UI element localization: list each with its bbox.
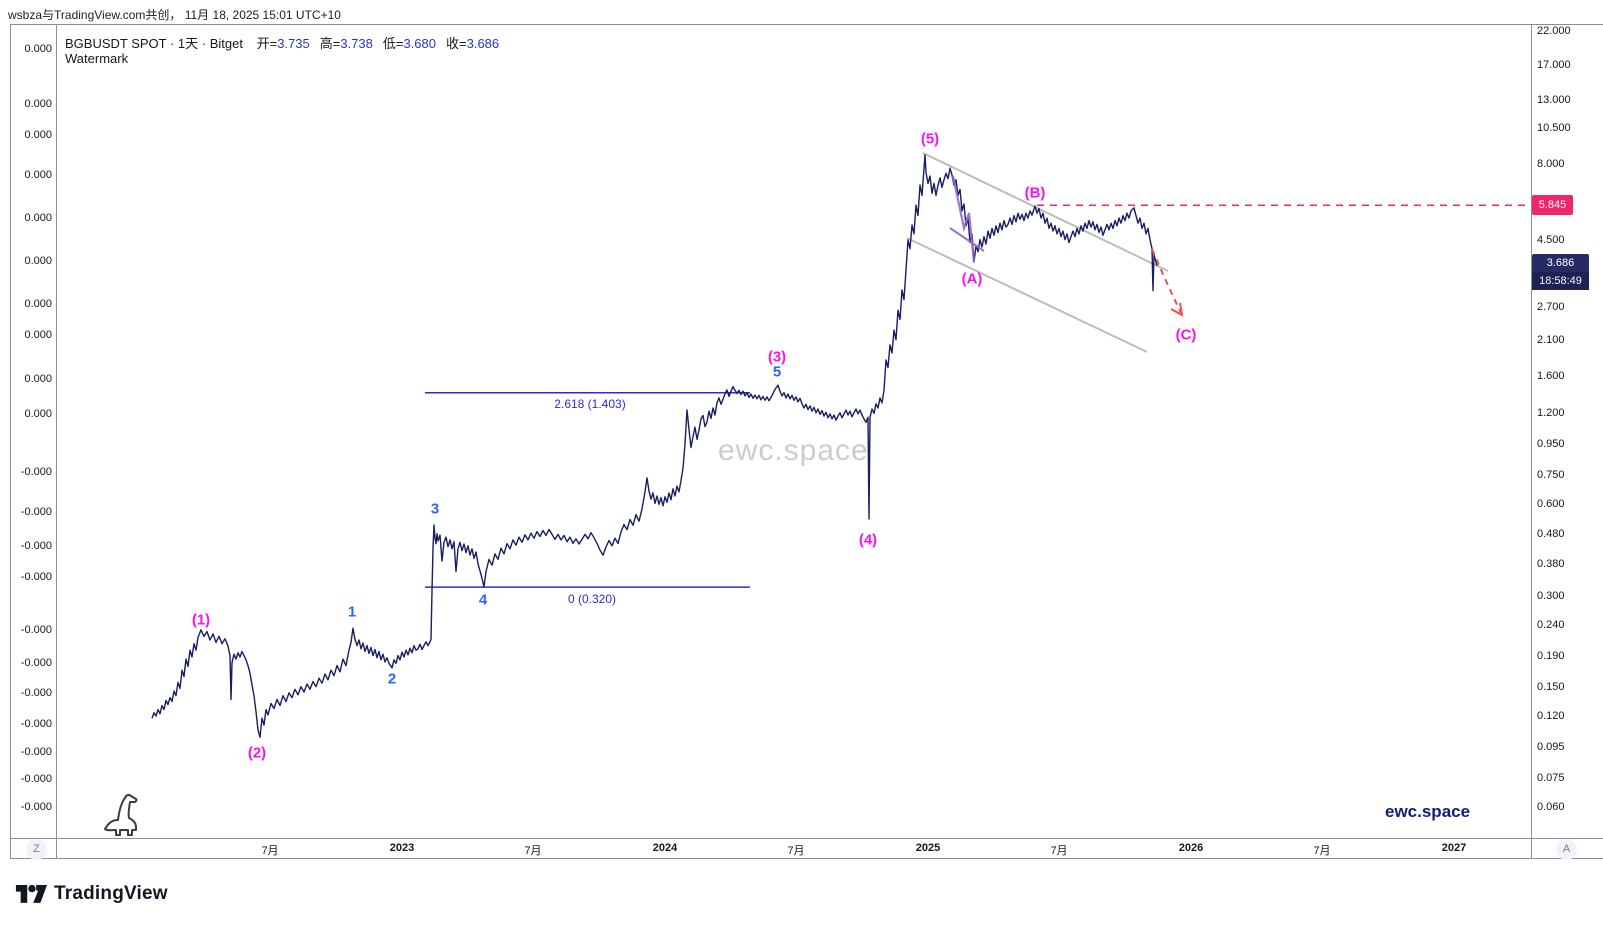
right-scale-divider <box>1531 24 1532 858</box>
indicator-tick: -0.000 <box>20 466 52 478</box>
dino-doodle-icon <box>104 793 138 836</box>
alert-price-badge: 5.845 <box>1532 195 1573 215</box>
brand-name[interactable]: TradingView <box>54 882 168 904</box>
time-tick: 2023 <box>389 842 415 854</box>
price-tick: 10.500 <box>1537 122 1571 135</box>
elliott-wave-minor-label[interactable]: 2 <box>387 670 397 688</box>
ohlc-values: 开=3.735 高=3.738 低=3.680 收=3.686 <box>247 36 500 51</box>
last-price-value: 3.686 <box>1546 257 1575 269</box>
indicator-tick: 0.000 <box>24 98 52 110</box>
price-tick: 0.120 <box>1537 709 1565 722</box>
indicator-tick: -0.000 <box>20 801 52 813</box>
price-tick: 13.000 <box>1537 94 1571 107</box>
elliott-wave-label[interactable]: (4) <box>858 531 878 549</box>
indicator-tick: -0.000 <box>20 718 52 730</box>
price-tick: 0.150 <box>1537 680 1565 693</box>
time-scale-divider <box>10 838 1603 839</box>
price-tick: 8.000 <box>1537 157 1565 170</box>
indicator-tick: -0.000 <box>20 773 52 785</box>
indicator-tick: -0.000 <box>20 657 52 669</box>
elliott-wave-minor-label[interactable]: 5 <box>772 363 782 381</box>
price-tick: 2.700 <box>1537 300 1565 313</box>
elliott-wave-label[interactable]: (3) <box>767 348 787 366</box>
indicator-tick: 0.000 <box>24 373 52 385</box>
indicator-tick: 0.000 <box>24 408 52 420</box>
indicator-tick: 0.000 <box>24 129 52 141</box>
symbol-title[interactable]: BGBUSDT SPOT · 1天 · Bitget <box>65 36 243 51</box>
indicator-tick: 0.000 <box>24 212 52 224</box>
frame-bottom-border <box>10 858 1603 859</box>
chart-legend: BGBUSDT SPOT · 1天 · Bitget 开=3.735 高=3.73… <box>65 33 499 52</box>
price-tick: 0.060 <box>1537 801 1565 814</box>
ohlc-item: 高=3.738 <box>319 36 373 51</box>
price-tick: 4.500 <box>1537 233 1565 246</box>
price-tick: 0.095 <box>1537 740 1565 753</box>
auto-scale-button[interactable]: A <box>1556 839 1577 860</box>
time-tick: 2024 <box>652 842 678 854</box>
price-tick: 1.600 <box>1537 369 1565 382</box>
price-tick: 0.380 <box>1537 558 1565 571</box>
timezone-button[interactable]: Z <box>26 839 47 860</box>
right-price-scale[interactable]: 22.000 17.000 13.000 10.500 8.000 4.500 2.700 2… <box>1537 24 1603 838</box>
bar-countdown: 18:58:49 <box>1532 272 1589 290</box>
indicator-tick: -0.000 <box>20 571 52 583</box>
time-tick: 7月 <box>787 845 805 857</box>
frame-top-border <box>10 24 1603 25</box>
ohlc-item: 开=3.735 <box>256 36 310 51</box>
price-tick: 1.200 <box>1537 407 1565 420</box>
tradingview-logo-icon[interactable] <box>15 882 47 905</box>
indicator-tick: 0.000 <box>24 43 52 55</box>
center-watermark: ewc.space <box>718 434 869 467</box>
attribution-text: wsbza与TradingView.com共创， 11月 18, 2025 15… <box>8 8 341 22</box>
elliott-wave-label[interactable]: (1) <box>191 611 211 629</box>
indicator-tick: -0.000 <box>20 746 52 758</box>
time-tick: 2025 <box>915 842 941 854</box>
ohlc-item: 低=3.680 <box>382 36 437 51</box>
frame-left-border <box>10 24 11 858</box>
study-title[interactable]: Watermark <box>65 51 129 66</box>
elliott-wave-minor-label[interactable]: 3 <box>430 500 440 518</box>
indicator-tick: 0.000 <box>24 329 52 341</box>
fib-base-label[interactable]: 0 (0.320) <box>567 592 617 607</box>
elliott-wave-label[interactable]: (2) <box>247 744 267 762</box>
price-tick: 0.480 <box>1537 527 1565 540</box>
left-price-scale[interactable]: 0.000 0.000 0.000 0.000 0.000 0.000 0.000 0.000… <box>10 24 52 838</box>
price-tick: 0.190 <box>1537 649 1565 662</box>
price-tick: 0.750 <box>1537 469 1565 482</box>
time-tick: 2027 <box>1441 842 1467 854</box>
fib-extension-label[interactable]: 2.618 (1.403) <box>554 396 626 411</box>
price-tick: 17.000 <box>1537 58 1571 71</box>
elliott-wave-label[interactable]: (C) <box>1175 326 1197 344</box>
time-tick: 2026 <box>1178 842 1204 854</box>
footer: TradingView <box>15 882 168 905</box>
elliott-wave-minor-label[interactable]: 4 <box>478 591 488 609</box>
alert-price-value: 5.845 <box>1538 199 1567 211</box>
elliott-wave-label[interactable]: (A) <box>961 270 983 288</box>
indicator-tick: -0.000 <box>20 687 52 699</box>
time-tick: 7月 <box>524 845 542 857</box>
indicator-tick: -0.000 <box>20 506 52 518</box>
time-tick: 7月 <box>261 845 279 857</box>
price-tick: 22.000 <box>1537 25 1571 37</box>
indicator-tick: 0.000 <box>24 298 52 310</box>
elliott-wave-label[interactable]: (B) <box>1024 184 1046 202</box>
time-tick: 7月 <box>1050 845 1068 857</box>
time-tick: 7月 <box>1313 845 1331 857</box>
price-tick: 0.240 <box>1537 618 1565 631</box>
price-tick: 0.950 <box>1537 438 1565 451</box>
price-tick: 0.600 <box>1537 498 1565 511</box>
left-scale-divider <box>56 24 57 858</box>
price-tick: 2.100 <box>1537 333 1565 346</box>
corner-watermark: ewc.space <box>1385 802 1471 821</box>
indicator-tick: -0.000 <box>20 624 52 636</box>
elliott-wave-minor-label[interactable]: 1 <box>347 603 357 621</box>
last-price-badge: 3.686 18:58:49 <box>1532 254 1589 290</box>
indicator-tick: 0.000 <box>24 169 52 181</box>
indicator-tick: -0.000 <box>20 540 52 552</box>
indicator-tick: 0.000 <box>24 255 52 267</box>
price-tick: 0.300 <box>1537 589 1565 602</box>
ohlc-item: 收=3.686 <box>446 36 500 51</box>
price-tick: 0.075 <box>1537 771 1565 784</box>
elliott-wave-label[interactable]: (5) <box>920 130 940 148</box>
